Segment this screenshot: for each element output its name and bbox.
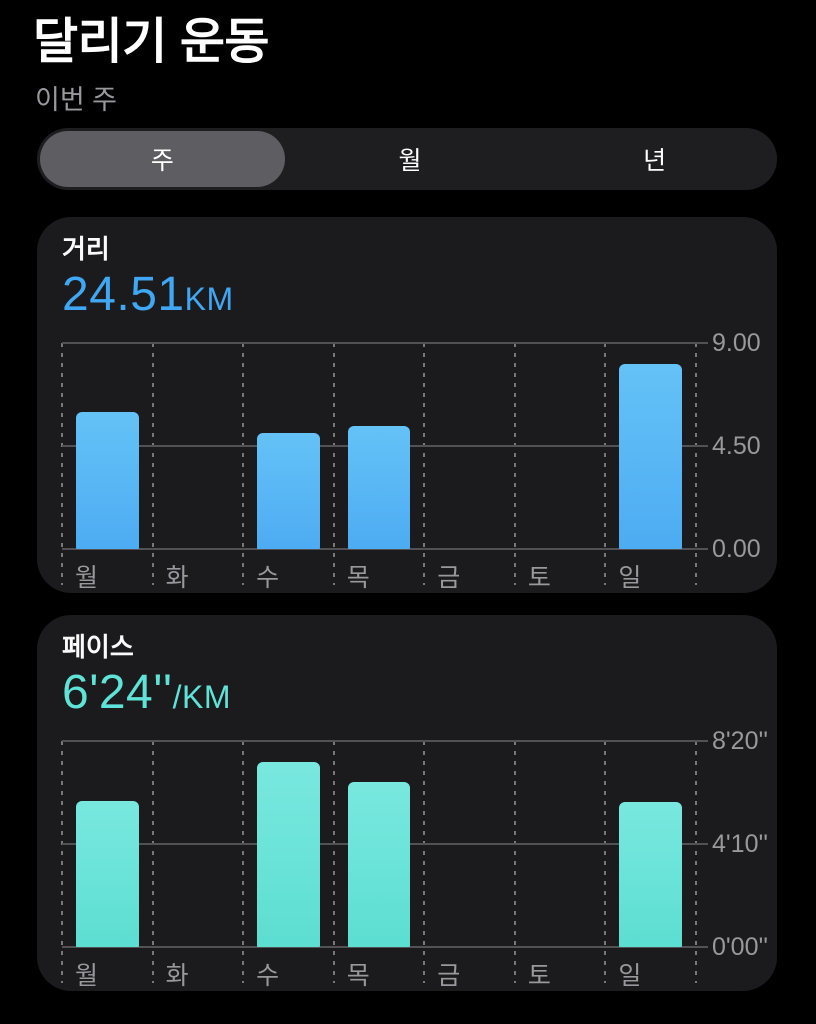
v-gridline [513,343,516,585]
bar-수[interactable] [257,762,320,947]
v-gridline [61,741,63,983]
v-gridline [151,741,154,983]
y-tick [696,342,708,344]
v-gridline [695,741,697,983]
bar-목[interactable] [347,781,411,947]
v-gridline [242,343,245,585]
x-axis-label: 금 [437,962,461,990]
pace-card-title: 페이스 [62,632,134,662]
segment-month[interactable]: 월 [398,147,422,175]
x-axis-label: 일 [618,564,642,592]
y-tick [696,946,708,948]
distance-chart: 9.00 4.50 0.00 월 화 수 목 금 토 일 [61,329,761,592]
pace-chart-plot[interactable]: 8'20'' 4'10'' 0'00'' [61,727,768,983]
distance-headline: 24.51KM [62,267,752,334]
v-gridline [513,741,516,983]
v-gridline [695,343,697,585]
v-gridline [423,741,426,983]
distance-card-title: 거리 [62,234,110,264]
y-axis-label: 4.50 [712,432,761,460]
distance-card: 거리 24.51KM 9.00 4.50 0.00 월 화 수 목 금 토 일 [37,217,777,593]
x-axis-label: 월 [75,564,99,592]
pace-card: 페이스 6'24''/KM 8'20'' 4'10'' 0'00'' 월 화 수 목 금 토 일 [37,615,777,991]
pace-chart: 8'20'' 4'10'' 0'00'' 월 화 수 목 금 토 일 [61,727,768,990]
y-axis-label: 0'00'' [712,933,769,961]
bar-월[interactable] [76,800,139,947]
x-axis-label: 수 [256,564,280,592]
y-tick [696,740,708,742]
h-gridline [62,740,696,742]
pace-value: 6'24'' [62,666,173,719]
y-tick [696,843,708,845]
x-axis-label: 일 [618,962,642,990]
period-subtitle: 이번 주 [35,85,118,115]
v-gridline [604,741,607,983]
y-axis-label: 4'10'' [712,830,769,858]
y-axis-label: 8'20'' [712,727,769,755]
bar-일[interactable] [619,364,682,549]
segment-week[interactable]: 주 [40,131,285,187]
x-axis-label: 월 [75,962,99,990]
pace-headline: 6'24''/KM [62,665,752,732]
h-gridline [62,342,696,344]
v-gridline [242,741,245,983]
distance-unit: KM [184,281,234,317]
x-axis-label: 금 [437,564,461,592]
x-axis-label: 화 [165,962,189,990]
x-axis-label: 목 [346,564,370,592]
x-axis-label: 토 [527,564,551,592]
v-gridline [423,343,426,585]
bar-목[interactable] [347,426,411,549]
y-tick [696,548,708,550]
v-gridline [332,343,335,585]
page-title: 달리기 운동 [33,15,270,69]
distance-chart-plot[interactable]: 9.00 4.50 0.00 [61,329,761,585]
pace-unit: /KM [172,679,231,715]
x-axis-label: 토 [527,962,551,990]
v-gridline [61,343,63,585]
y-axis-label: 0.00 [712,535,761,563]
v-gridline [604,343,607,585]
x-axis-label: 목 [346,962,370,990]
y-axis-label: 9.00 [712,329,761,357]
bar-일[interactable] [619,801,682,947]
h-gridline [62,946,696,948]
bar-월[interactable] [76,412,139,549]
v-gridline [151,343,154,585]
period-segmented-control: 주 월 년 [37,128,777,190]
h-gridline [62,548,696,550]
bar-수[interactable] [257,432,320,549]
y-tick [696,445,708,447]
distance-value: 24.51 [62,268,185,321]
x-axis-label: 화 [165,564,189,592]
x-axis-label: 수 [256,962,280,990]
v-gridline [332,741,335,983]
segment-year[interactable]: 년 [643,147,667,175]
